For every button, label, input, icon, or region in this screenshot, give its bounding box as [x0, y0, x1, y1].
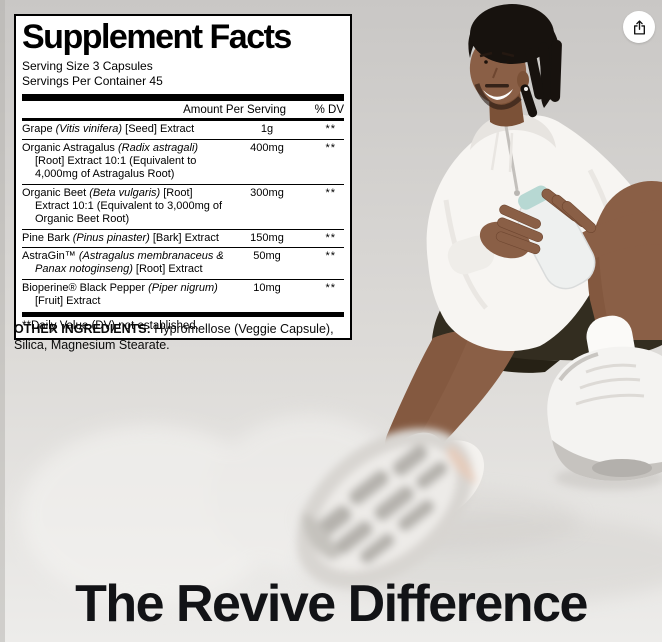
ingredient-dv: **	[325, 282, 336, 295]
right-sneaker	[547, 315, 662, 490]
other-ingredients-text: Hypromellose (Veggie Capsule), Silica, M…	[14, 322, 334, 352]
ingredient-name: Organic Beet (Beta vulgaris) [Root] Extr…	[22, 186, 223, 225]
divider-thick	[22, 93, 344, 101]
ingredient-row: AstraGin™ (Astragalus membranaceus & Pan…	[22, 247, 344, 279]
ingredient-row: Organic Beet (Beta vulgaris) [Root] Extr…	[22, 183, 344, 229]
serving-size: Serving Size 3 Capsules	[22, 59, 153, 73]
divider-footnote	[22, 312, 344, 318]
ingredient-amount: 50mg	[253, 250, 281, 263]
ingredient-row: Bioperine® Black Pepper (Piper nigrum) […	[22, 279, 344, 311]
ingredient-rows: Grape (Vitis vinifera) [Seed] Extract 1g *…	[22, 121, 344, 312]
dv-footnote: **Daily Value (DV) not established.	[22, 320, 199, 333]
ingredient-dv: **	[325, 231, 336, 244]
ingredient-amount: 150mg	[250, 231, 284, 244]
ingredient-name: AstraGin™ (Astragalus membranaceus & Pan…	[22, 250, 224, 276]
ingredient-amount: 1g	[260, 122, 274, 135]
face-features	[479, 51, 528, 100]
hands	[495, 188, 597, 255]
other-ingredients: OTHER INGREDIENTS: Hypromellose (Veggie …	[14, 322, 362, 353]
ingredient-name: Organic Astragalus (Radix astragali) [Ro…	[22, 141, 199, 180]
column-header-dv: % DV	[314, 103, 344, 116]
ingredient-row: Grape (Vitis vinifera) [Seed] Extract 1g *…	[22, 121, 344, 139]
photo-left-edge	[0, 0, 5, 642]
ingredient-amount: 400mg	[250, 141, 284, 154]
share-icon	[633, 19, 645, 35]
servings-per-container: Servings Per Container 45	[22, 74, 163, 89]
ingredient-amount: 300mg	[250, 186, 284, 199]
ingredient-dv: **	[325, 250, 336, 263]
foreground-shoe-sole	[296, 428, 485, 588]
ingredient-dv: **	[325, 122, 336, 135]
panel-title: Supplement Facts	[22, 18, 292, 56]
ingredient-name: Bioperine® Black Pepper (Piper nigrum) […	[22, 282, 218, 308]
column-header-amount: Amount Per Serving	[183, 103, 286, 116]
ingredient-name: Pine Bark (Pinus pinaster) [Bark] Extrac…	[22, 231, 219, 244]
share-button[interactable]	[623, 11, 655, 43]
ingredient-row: Organic Astragalus (Radix astragali) [Ro…	[22, 138, 344, 184]
hair	[468, 4, 562, 118]
ingredient-dv: **	[325, 186, 336, 199]
other-ingredients-label: OTHER INGREDIENTS:	[14, 322, 151, 336]
headline: The Revive Difference	[75, 575, 588, 633]
ingredient-amount: 10mg	[253, 282, 281, 295]
ingredient-dv: **	[325, 141, 336, 154]
column-header-row: Amount Per Serving % DV	[22, 101, 344, 118]
ingredient-row: Pine Bark (Pinus pinaster) [Bark] Extrac…	[22, 228, 344, 248]
ingredient-name: Grape (Vitis vinifera) [Seed] Extract	[22, 122, 195, 135]
supplement-facts-panel: Supplement Facts Serving Size 3 Capsules…	[14, 14, 352, 341]
divider-medium	[22, 117, 344, 121]
